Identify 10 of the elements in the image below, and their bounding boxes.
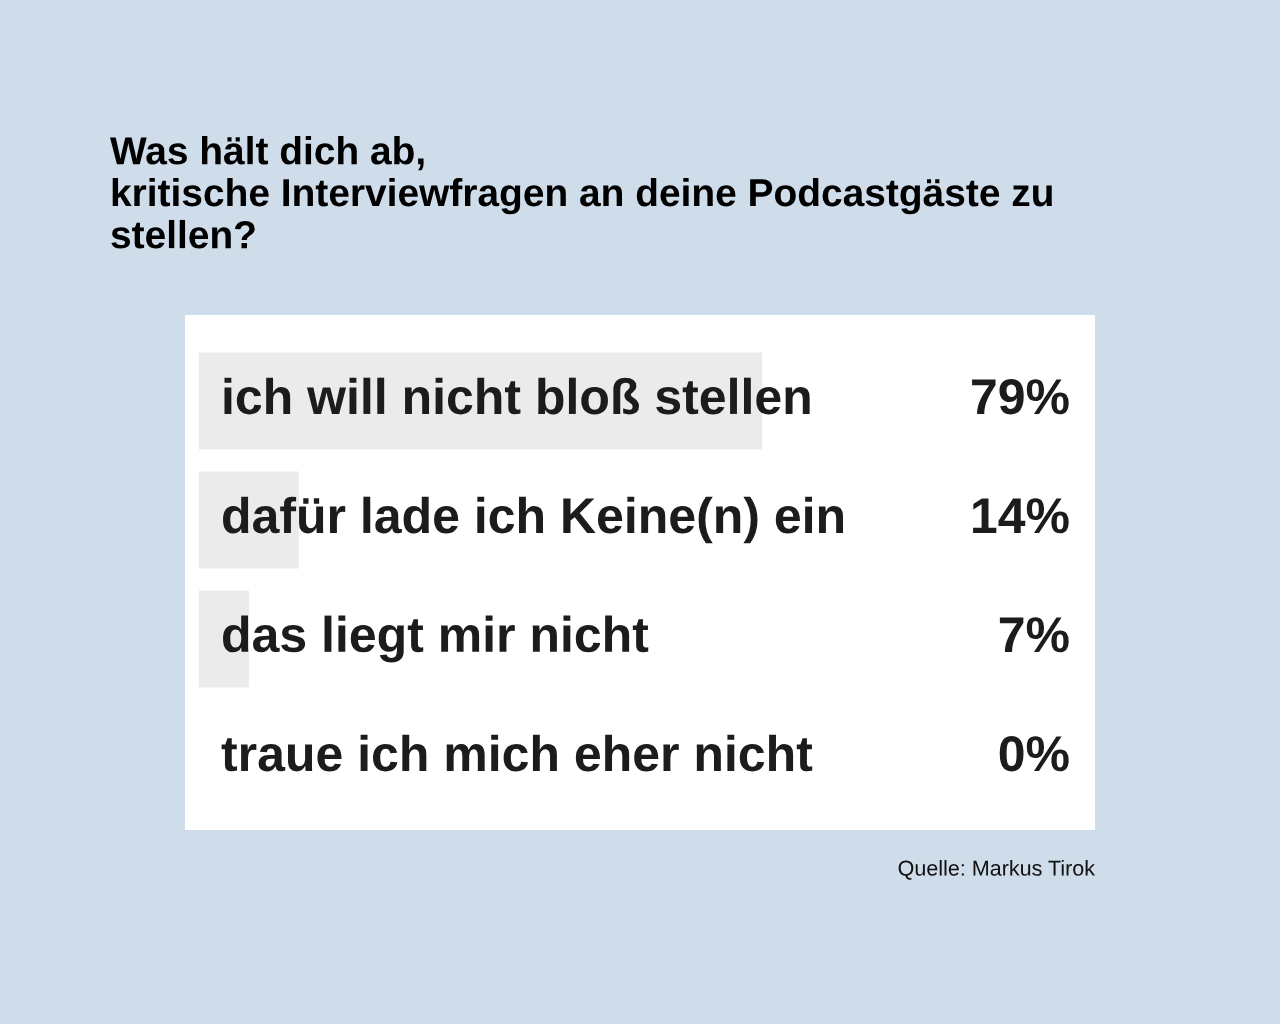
y-tick-label: das liegt mir nicht [223, 615, 649, 663]
source-note: Quelle: Markus Tirok [898, 859, 1096, 880]
chart-title: Was hält dich ab, kritische Interviewfragen an deine Podcastgäste zu stellen? [110, 136, 1052, 249]
y-tick-label: traue ich mich eher nicht [221, 734, 813, 772]
data-label: 7% [999, 617, 1069, 653]
data-label: 79% [972, 379, 1069, 415]
y-tick-label: ich will nicht bloß stellen [224, 377, 810, 415]
y-tick-label: dafür lade ich Keine(n) ein [223, 496, 843, 544]
data-label: 14% [973, 498, 1069, 534]
data-label: 0% [999, 736, 1069, 772]
